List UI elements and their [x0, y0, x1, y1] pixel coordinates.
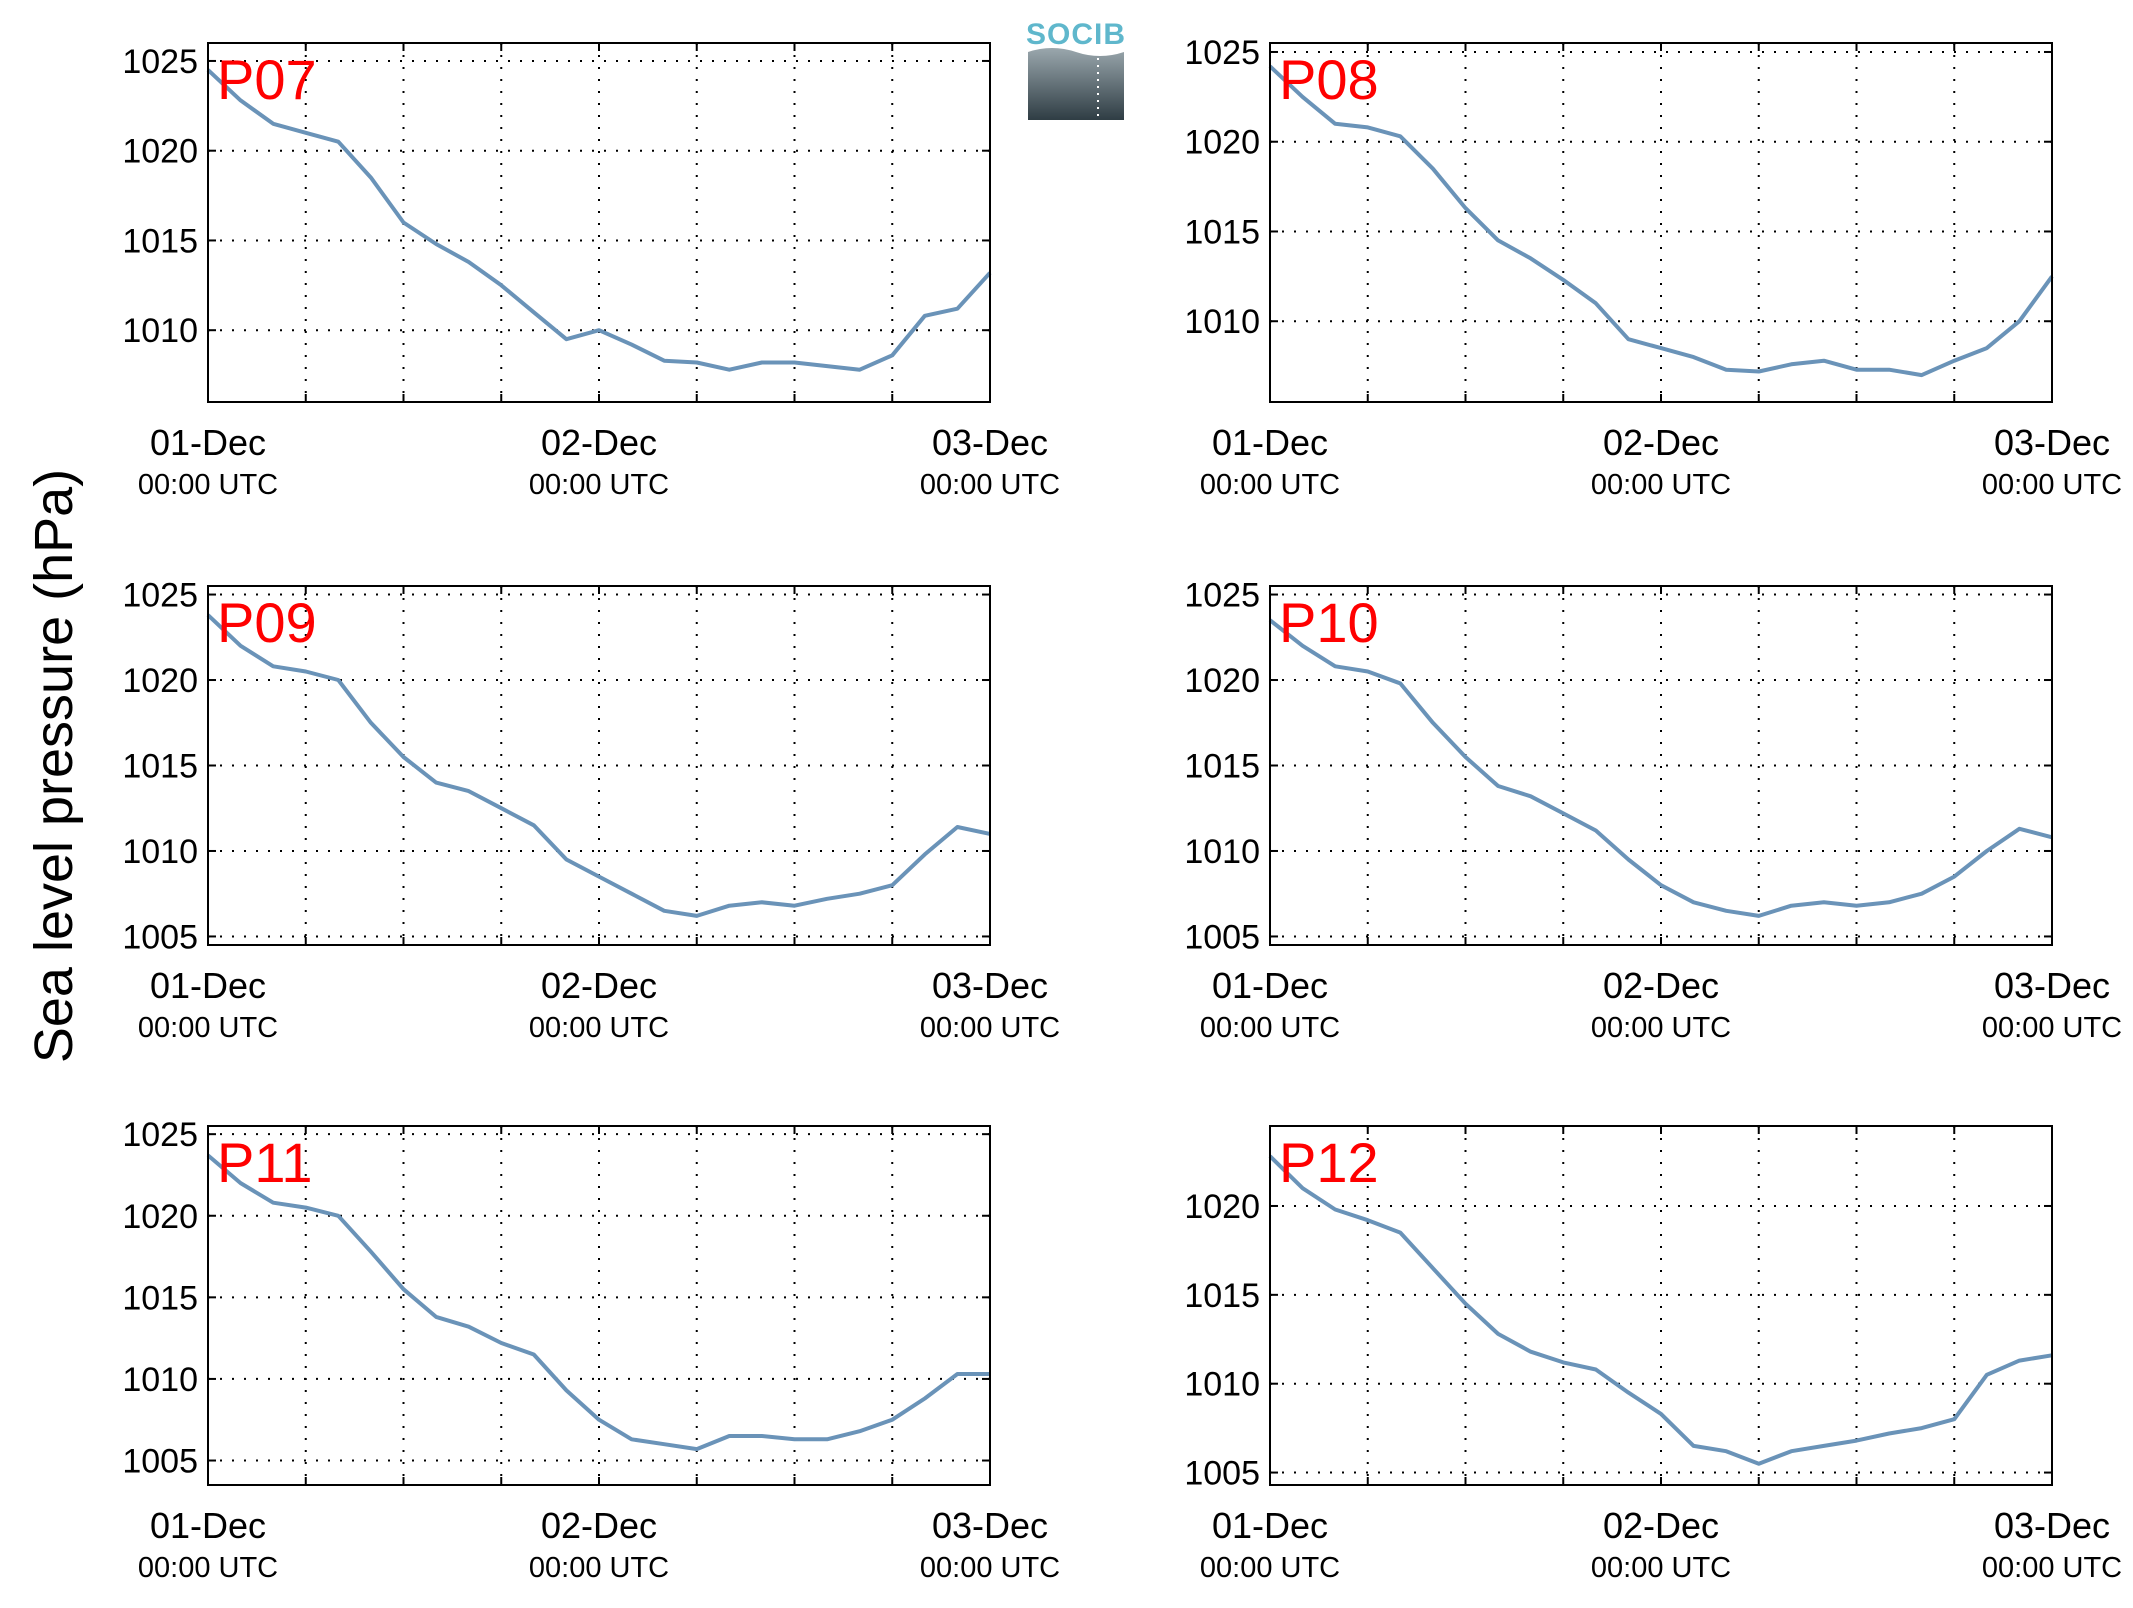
panel-p07: 1010 1015 1020 1025 01-Dec 00:00 UTC 02-Dec 00:… — [122, 42, 1060, 501]
x-tick-label-date: 02-Dec — [541, 965, 657, 1006]
x-tick-label-time: 00:00 UTC — [138, 1012, 278, 1044]
series-line-p07 — [206, 68, 992, 372]
x-tick-label-date: 02-Dec — [1603, 1505, 1719, 1546]
y-tick-label: 1005 — [1184, 918, 1260, 956]
x-tick-label-time: 00:00 UTC — [1200, 469, 1340, 501]
x-tick-label-date: 03-Dec — [932, 965, 1048, 1006]
axes-frame — [1269, 1125, 2053, 1486]
y-tick-label: 1010 — [122, 312, 198, 350]
x-tick-label-date: 02-Dec — [1603, 965, 1719, 1006]
x-tick-label-date: 01-Dec — [1212, 965, 1328, 1006]
y-tick-label: 1025 — [1184, 577, 1260, 615]
panel-p12: 1005 1010 1015 1020 01-Dec 00:00 UTC 02-Dec 00:… — [1184, 1125, 2122, 1584]
series-line-p12 — [1268, 1154, 2053, 1466]
socib-logo: SOCIB — [1026, 18, 1126, 120]
y-tick-label: 1005 — [122, 1443, 198, 1481]
x-tick-label-time: 00:00 UTC — [529, 1012, 669, 1044]
x-tick-label-time: 00:00 UTC — [1591, 1012, 1731, 1044]
y-tick-label: 1020 — [1184, 1188, 1260, 1226]
panel-p10: 1005 1010 1015 1020 1025 01-Dec 00:00 UTC 02-De… — [1184, 577, 2122, 1044]
y-tick-label: 1015 — [122, 1279, 198, 1317]
x-tick-label-date: 01-Dec — [1212, 422, 1328, 463]
y-tick-label: 1010 — [1184, 833, 1260, 871]
x-tick-label-time: 00:00 UTC — [529, 1552, 669, 1584]
panels: 1010 1015 1020 1025 01-Dec 00:00 UTC 02-Dec 00:… — [122, 34, 2122, 1584]
x-tick-label-time: 00:00 UTC — [1200, 1012, 1340, 1044]
x-tick-label-time: 00:00 UTC — [1591, 469, 1731, 501]
y-tick-label: 1010 — [1184, 1366, 1260, 1404]
y-tick-label: 1025 — [122, 1116, 198, 1154]
panel-p08: 1010 1015 1020 1025 01-Dec 00:00 UTC 02-Dec 00:… — [1184, 34, 2122, 501]
y-tick-label: 1005 — [1184, 1455, 1260, 1493]
x-tick-label-time: 00:00 UTC — [138, 469, 278, 501]
x-tick-label-time: 00:00 UTC — [1200, 1552, 1340, 1584]
x-tick-label-date: 03-Dec — [932, 1505, 1048, 1546]
x-tick-label-date: 02-Dec — [541, 422, 657, 463]
x-tick-label-time: 00:00 UTC — [920, 469, 1060, 501]
station-label: P12 — [1279, 1131, 1379, 1194]
y-tick-label: 1015 — [122, 748, 198, 786]
axes-frame — [207, 1125, 991, 1486]
y-tick-label: 1020 — [1184, 662, 1260, 700]
y-tick-label: 1020 — [122, 133, 198, 171]
x-tick-label-date: 03-Dec — [1994, 422, 2110, 463]
y-tick-label: 1020 — [1184, 124, 1260, 162]
logo-wave-icon — [1028, 48, 1124, 120]
x-tick-label-time: 00:00 UTC — [920, 1012, 1060, 1044]
y-tick-label: 1010 — [1184, 303, 1260, 341]
x-tick-label-time: 00:00 UTC — [1982, 469, 2122, 501]
axes-frame — [207, 42, 991, 403]
y-tick-label: 1020 — [122, 662, 198, 700]
x-tick-label-date: 03-Dec — [1994, 1505, 2110, 1546]
x-tick-label-time: 00:00 UTC — [920, 1552, 1060, 1584]
x-tick-label-date: 01-Dec — [150, 1505, 266, 1546]
series-line-p10 — [1268, 618, 2053, 918]
y-tick-label: 1015 — [1184, 1277, 1260, 1315]
x-tick-label-date: 01-Dec — [150, 965, 266, 1006]
station-label: P07 — [217, 48, 317, 111]
y-tick-label: 1015 — [122, 222, 198, 260]
axes-frame — [207, 585, 991, 946]
y-tick-label: 1015 — [1184, 748, 1260, 786]
series-line-p11 — [206, 1153, 990, 1452]
panel-p09: 1005 1010 1015 1020 1025 01-Dec 00:00 UTC 02-De… — [122, 577, 1060, 1044]
series-line-p08 — [1268, 64, 2054, 378]
station-label: P11 — [217, 1131, 312, 1194]
y-tick-label: 1025 — [122, 43, 198, 81]
x-tick-label-time: 00:00 UTC — [138, 1552, 278, 1584]
y-tick-label: 1015 — [1184, 213, 1260, 251]
x-tick-label-time: 00:00 UTC — [1591, 1552, 1731, 1584]
y-tick-label: 1005 — [122, 918, 198, 956]
station-label: P08 — [1279, 48, 1379, 111]
y-tick-label: 1010 — [122, 833, 198, 871]
y-tick-label: 1010 — [122, 1361, 198, 1399]
logo-text: SOCIB — [1026, 18, 1126, 51]
x-tick-label-time: 00:00 UTC — [529, 469, 669, 501]
series-line-p09 — [206, 613, 991, 918]
x-tick-label-date: 03-Dec — [1994, 965, 2110, 1006]
x-tick-label-time: 00:00 UTC — [1982, 1552, 2122, 1584]
y-tick-label: 1020 — [122, 1198, 198, 1236]
y-tick-label: 1025 — [122, 577, 198, 615]
axes-frame — [1269, 42, 2053, 403]
x-tick-label-date: 02-Dec — [1603, 422, 1719, 463]
panel-p11: 1005 1010 1015 1020 1025 01-Dec 00:00 UTC 02-De… — [122, 1116, 1060, 1584]
x-tick-label-date: 01-Dec — [1212, 1505, 1328, 1546]
axes-frame — [1269, 585, 2053, 946]
y-axis-label: Sea level pressure (hPa) — [24, 469, 84, 1063]
y-tick-label: 1025 — [1184, 34, 1260, 72]
station-label: P09 — [217, 591, 317, 654]
x-tick-label-time: 00:00 UTC — [1982, 1012, 2122, 1044]
x-tick-label-date: 02-Dec — [541, 1505, 657, 1546]
station-label: P10 — [1279, 591, 1379, 654]
x-tick-label-date: 01-Dec — [150, 422, 266, 463]
x-tick-label-date: 03-Dec — [932, 422, 1048, 463]
